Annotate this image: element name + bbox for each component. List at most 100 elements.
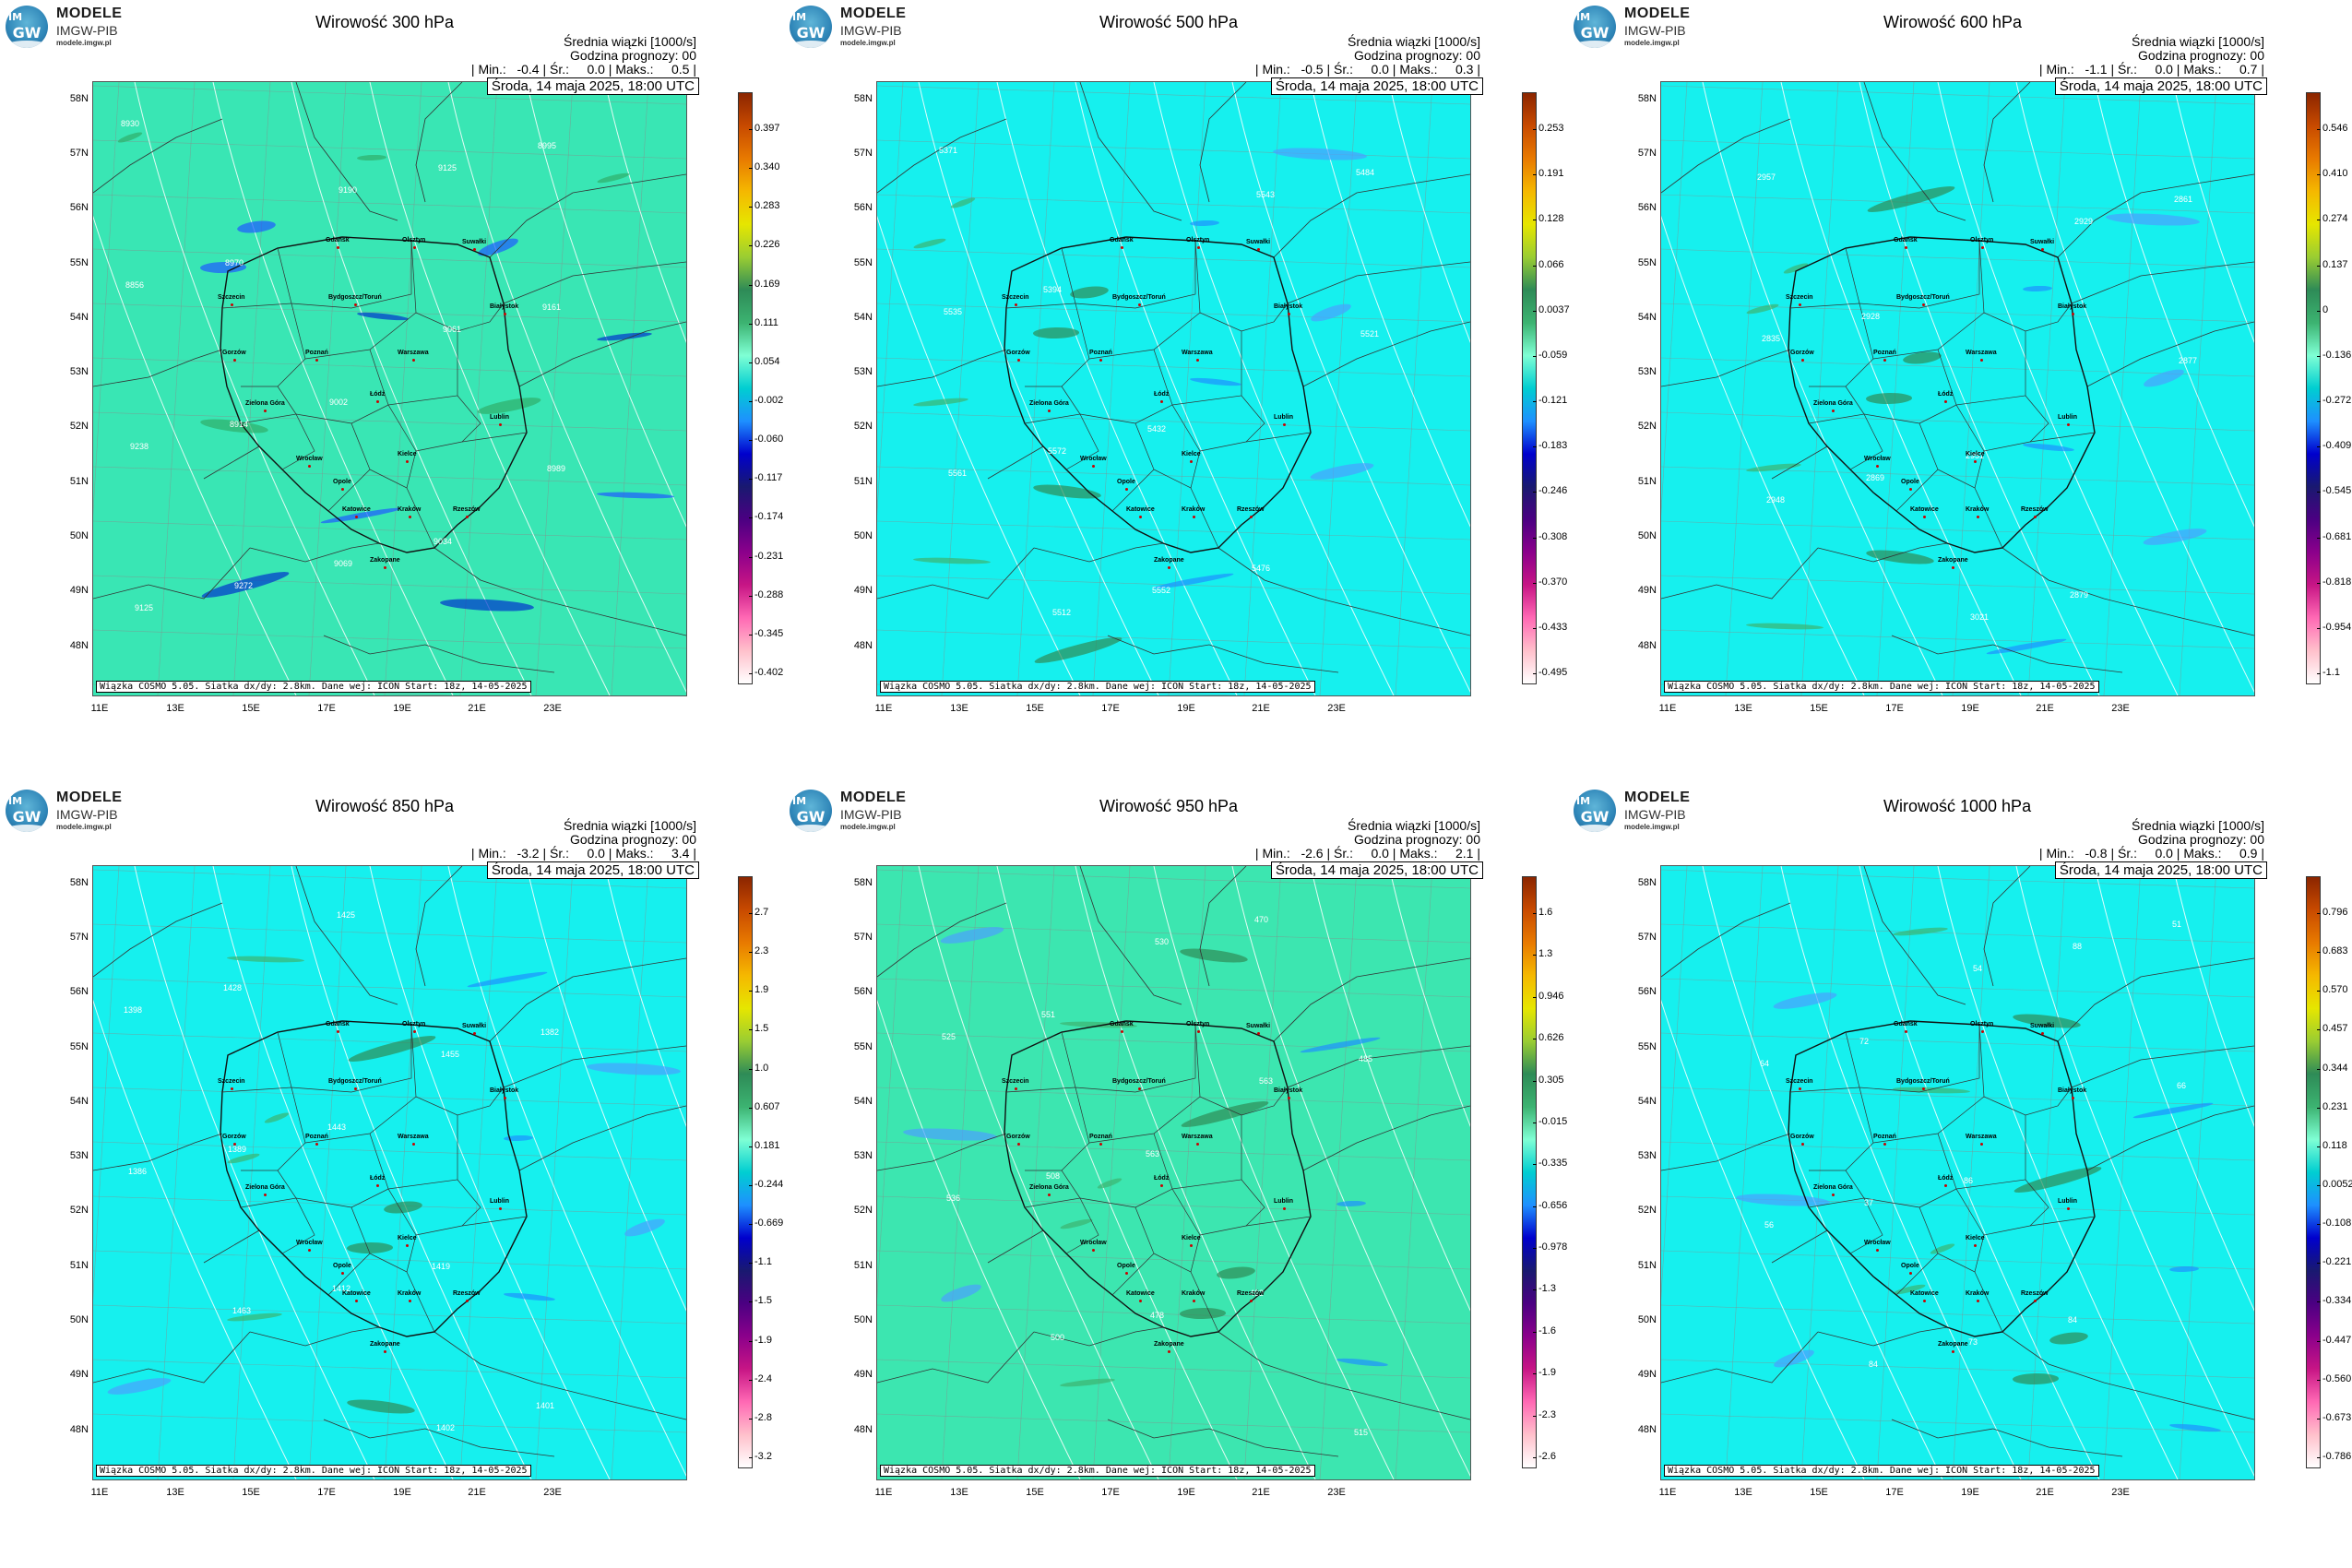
colorbar-tick-label: -0.370 [1532,576,1568,588]
longitude-label: 21E [2036,1487,2054,1498]
logo-mark-im: IM [8,795,23,807]
longitude-gridline [2103,866,2142,1479]
voivodeship-border [1061,386,1081,415]
city-label: Wrocław [1080,456,1107,468]
longitude-label: 15E [242,703,260,714]
vorticity-cell [347,1241,393,1254]
vorticity-cell [227,1153,260,1164]
colorbar-tick-label: 1.9 [748,984,769,996]
isoline [2172,866,2254,1127]
map-panel: IM GW MODELE IMGW-PIB modele.imgw.pl Wirowość… [0,0,784,784]
vorticity-cell [504,1292,555,1301]
country-border [93,349,223,387]
voivodeship-border [295,413,371,512]
latitude-gridline [93,629,686,649]
voivodeship-border [1190,1271,1219,1333]
city-label: Bydgoszcz/Toruń [1896,1078,1950,1090]
longitude-gridline [941,82,980,695]
colorbar-tick-label: -0.954 [2316,621,2352,633]
latitude-gridline [1661,978,2254,998]
voivodeship-border [295,1197,371,1296]
voivodeship-border [1241,1179,1265,1227]
colorbar [738,876,753,1468]
longitude-label: 15E [242,1487,260,1498]
voivodeship-border [277,1170,297,1199]
colorbar [1522,876,1537,1468]
city-label: Łódź [1154,391,1170,403]
country-border [93,1331,251,1384]
isoline-label: 8856 [125,280,145,290]
isoline-label: 54 [1973,964,1983,973]
longitude-gridline [1661,866,1688,1301]
latitude-gridline [877,1359,1470,1379]
isoline [604,82,686,343]
country-border [249,1326,380,1347]
vorticity-map: 1428 1443 1419 1401 1398 1389 1412 1402 1382 1386… [92,865,687,1480]
latitude-gridline [877,1304,1470,1324]
isoline-label: 515 [1354,1428,1369,1437]
city-label: Łódź [1938,391,1954,403]
city-label: Gdańsk [1894,1021,1918,1033]
vorticity-cell [1070,286,1109,299]
voivodeship-border [1978,240,2073,332]
vorticity-cell [1736,1194,1830,1206]
longitude-label: 23E [543,703,562,714]
voivodeship-border [1199,432,1312,452]
forecast-hour: Godzina prognozy: 00 [1354,832,1480,847]
isoline [1388,866,1470,1127]
longitude-label: 15E [1026,1487,1044,1498]
isoline [1231,82,1470,694]
city-label: Gorzów [1790,1134,1814,1146]
city-label: Gorzów [222,350,246,362]
latitude-label: 58N [1637,93,1657,104]
latitude-gridline [1661,139,2254,160]
longitude-gridline [384,866,422,1479]
vorticity-cell [2049,1332,2088,1345]
colorbar-tick-label: -0.402 [748,667,784,678]
city-label: Katowice [1126,506,1155,518]
subtitle: Średnia wiązki [1000/s] [1348,818,1480,833]
isoline [996,82,1238,695]
country-border [1983,82,2031,203]
colorbar-tick-label: 0.283 [749,200,780,212]
vorticity-cell [478,238,518,256]
longitude-label: 11E [90,703,109,714]
isoline-label: 3021 [1970,612,1990,622]
latitude-gridline [1661,575,2254,595]
vorticity-map: 551 563 493 515 525 508 478 470 485 536 500 530 563 G… [876,865,1471,1480]
city-label: Bydgoszcz/Toruń [1112,294,1166,306]
isoline-label: 5561 [948,469,968,478]
country-border [93,547,251,600]
latitude-label: 55N [853,1041,873,1052]
latitude-gridline [93,923,686,944]
country-border [1661,349,1791,387]
city-label: Opole [1117,1263,1135,1275]
poland-border [220,1020,528,1337]
country-border [1033,542,1164,563]
country-border [1817,1326,1948,1347]
city-label: Suwałki [1246,239,1271,251]
isoline-label: 2957 [1757,172,1776,182]
isoline [918,866,1159,1479]
city-label: Kraków [398,1290,422,1302]
city-label: Szczecin [1002,1078,1029,1090]
city-label: Suwałki [462,239,487,251]
latitude-gridline [877,85,1470,105]
latitude-label: 49N [853,1369,873,1380]
longitude-gridline [1725,82,1764,695]
isoline-label: 2835 [1762,334,1781,343]
longitude-gridline [459,866,498,1479]
voivodeship-border [1974,487,2003,549]
latitude-gridline [877,923,1470,944]
city-label: Gdańsk [1894,237,1918,249]
isoline [212,82,454,695]
logo-title: MODELE [840,790,907,805]
voivodeship-border [1194,240,1289,332]
city-label: Olsztyn [1970,237,1994,249]
wave-icon [6,41,48,48]
latitude-gridline [1661,248,2254,268]
city-label: Zielona Góra [245,400,285,412]
isoline-label: 1386 [128,1167,148,1176]
latitude-gridline [1661,1141,2254,1161]
colorbar-tick-label: -2.6 [1533,1451,1556,1462]
